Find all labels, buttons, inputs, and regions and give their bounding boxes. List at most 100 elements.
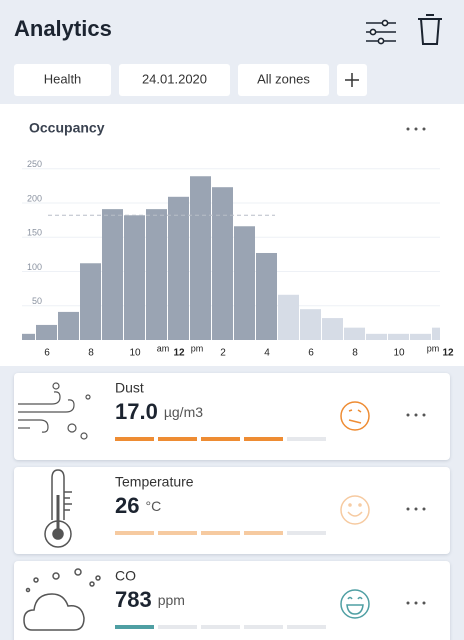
more-button[interactable] (406, 507, 426, 511)
dot (422, 507, 426, 511)
mood-face (340, 495, 370, 525)
level-segment (287, 531, 326, 535)
x-tick-label: 6 (44, 348, 50, 359)
filter-button[interactable]: All zones (238, 64, 329, 96)
filter-button[interactable]: 24.01.2020 (119, 64, 230, 96)
bar (278, 294, 299, 340)
dot (422, 413, 426, 417)
button-bg (119, 64, 230, 96)
dust-icon (18, 382, 91, 440)
bar (256, 252, 277, 340)
level-segment (287, 437, 326, 441)
card-bg (14, 373, 450, 460)
level-segment (158, 625, 197, 629)
sensor-value: 26 (115, 493, 139, 518)
sensor-reading: 17.0 µg/m3 (115, 399, 203, 424)
dot (422, 601, 426, 605)
level-segment (244, 531, 283, 535)
x-tick-label: 12 (173, 348, 185, 359)
sensor-name: Temperature (115, 474, 194, 490)
dot (406, 413, 410, 417)
x-tick-label: 12 (442, 348, 454, 359)
bar (124, 215, 145, 340)
sensor-unit: µg/m3 (164, 404, 203, 420)
bar (80, 263, 101, 340)
button-bg (14, 64, 111, 96)
x-tick-label: 10 (129, 348, 141, 359)
button-label: Health (44, 71, 82, 86)
level-segment (115, 437, 154, 441)
bar (322, 318, 343, 340)
bar (58, 311, 79, 340)
y-tick-label: 150 (27, 228, 42, 238)
bar (366, 333, 387, 340)
delete-icon[interactable] (418, 14, 442, 45)
chart-title: Occupancy (29, 120, 105, 136)
more-button[interactable] (406, 413, 426, 417)
sensor-card[interactable]: CO 783 ppm (14, 561, 450, 640)
sensor-reading: 783 ppm (115, 587, 185, 612)
card-bg (14, 561, 450, 640)
x-tick-label: 4 (264, 348, 270, 359)
x-tick-label: 10 (393, 348, 405, 359)
level-segment (115, 625, 154, 629)
bar (102, 209, 123, 340)
bar (168, 196, 189, 340)
period-label: am (157, 343, 170, 353)
sensor-reading: 26 °C (115, 493, 161, 518)
level-segment (158, 437, 197, 441)
bar (212, 187, 233, 340)
sensor-unit: °C (145, 498, 161, 514)
level-segment (244, 625, 283, 629)
y-tick-label: 250 (27, 159, 42, 169)
bar (432, 327, 440, 340)
more-button[interactable] (406, 127, 426, 131)
mood-face (340, 589, 370, 619)
y-tick-label: 100 (27, 262, 42, 272)
add-filter[interactable] (337, 64, 367, 96)
card-bg (14, 467, 450, 554)
dot (414, 507, 418, 511)
bar (388, 333, 409, 340)
dot (414, 601, 418, 605)
bar (410, 333, 431, 340)
level-segment (115, 531, 154, 535)
page-title: Analytics (14, 16, 112, 41)
level-segment (158, 531, 197, 535)
bar (22, 333, 35, 340)
x-tick-label: 8 (352, 348, 358, 359)
thermometer-icon (44, 469, 72, 548)
period-label: pm (191, 343, 204, 353)
sensor-card[interactable]: Dust 17.0 µg/m3 (14, 373, 450, 460)
x-tick-label: 8 (88, 348, 94, 359)
level-segment (287, 625, 326, 629)
x-tick-label: 2 (220, 348, 226, 359)
sensor-name: Dust (115, 380, 144, 396)
filter-icon[interactable] (366, 19, 396, 45)
mood-face (340, 401, 370, 431)
filter-button[interactable]: Health (14, 64, 111, 96)
more-button[interactable] (406, 601, 426, 605)
dot (406, 601, 410, 605)
period-label: pm (427, 343, 440, 353)
button-bg (238, 64, 329, 96)
sensor-value: 17.0 (115, 399, 158, 424)
bar (300, 309, 321, 340)
dot (406, 507, 410, 511)
button-label: All zones (257, 71, 310, 86)
sensor-name: CO (115, 568, 136, 584)
y-tick-label: 50 (32, 296, 42, 306)
bar (344, 327, 365, 340)
level-segment (244, 437, 283, 441)
bar (146, 209, 167, 340)
level-segment (201, 437, 240, 441)
cloud-icon (23, 568, 101, 631)
sensor-value: 783 (115, 587, 152, 612)
bar (234, 226, 255, 340)
level-segment (201, 625, 240, 629)
y-tick-label: 200 (27, 193, 42, 203)
sensor-card[interactable]: Temperature 26 °C (14, 467, 450, 554)
dot (414, 413, 418, 417)
bar (36, 324, 57, 340)
